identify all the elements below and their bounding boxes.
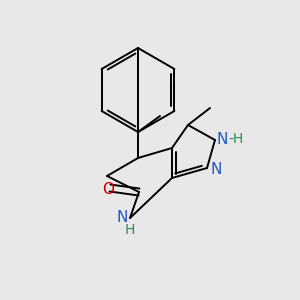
Text: N: N (216, 131, 227, 146)
Text: H: H (125, 223, 135, 237)
Text: O: O (102, 182, 114, 196)
Text: -H: -H (228, 132, 243, 146)
Text: N: N (117, 209, 128, 224)
Text: N: N (210, 163, 221, 178)
